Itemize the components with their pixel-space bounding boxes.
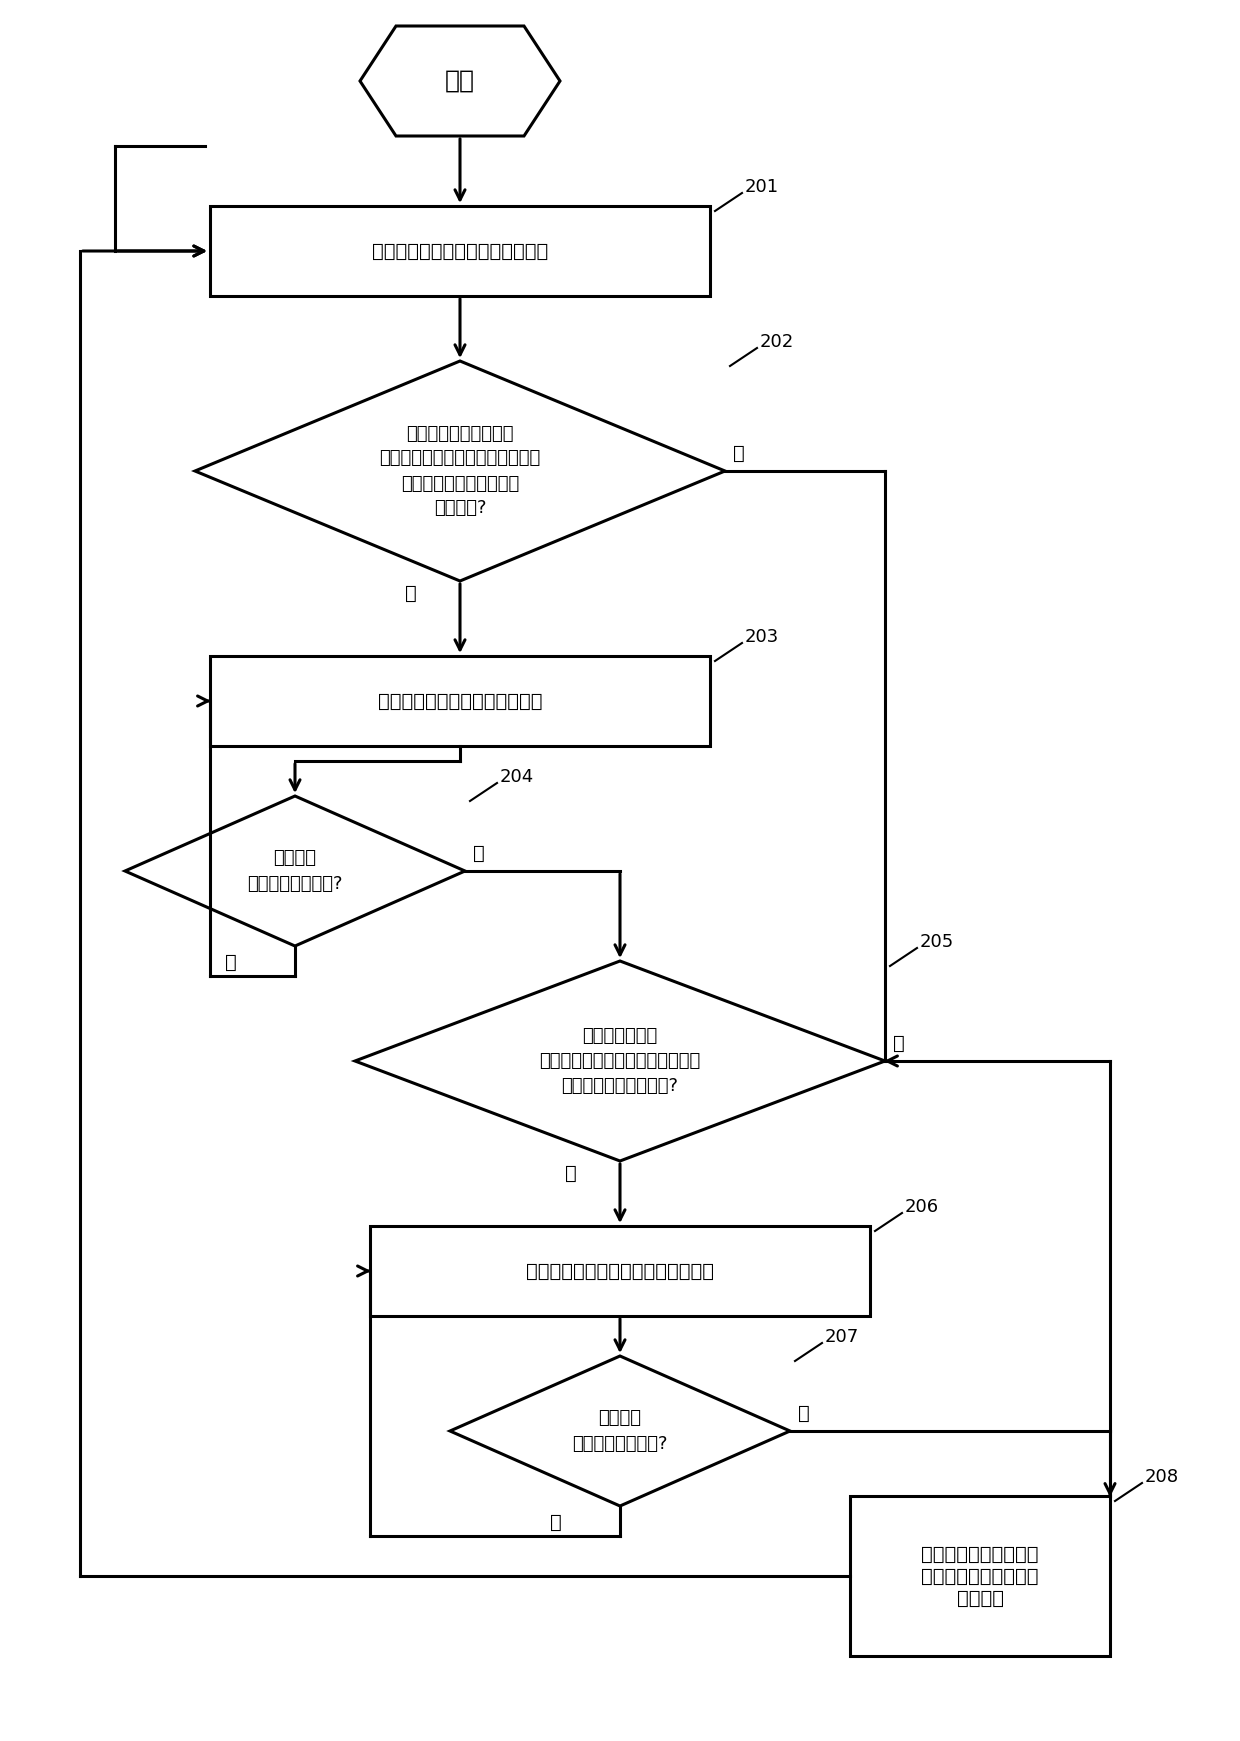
Text: 是: 是	[565, 1165, 577, 1182]
Text: 203: 203	[745, 629, 779, 646]
Text: 201: 201	[745, 178, 779, 197]
Text: 否: 否	[893, 1034, 905, 1053]
Text: 否: 否	[472, 844, 485, 864]
Bar	[210, 656, 711, 745]
Text: 207: 207	[825, 1328, 859, 1346]
Text: 根据当前温湿度值中的
当前湿度值调整空调的
运行模式: 根据当前温湿度值中的 当前湿度值调整空调的 运行模式	[921, 1544, 1039, 1607]
Text: 判断当前温度值
是否小于当前目标温湿度范围中温
度范围的温度小限制值?: 判断当前温度值 是否小于当前目标温湿度范围中温 度范围的温度小限制值?	[539, 1027, 701, 1095]
Text: 将空调调整到第一升温模式进行运行: 将空调调整到第一升温模式进行运行	[526, 1262, 714, 1280]
Text: 否: 否	[799, 1403, 810, 1422]
Text: 是: 是	[405, 583, 417, 602]
Text: 206: 206	[905, 1198, 939, 1215]
Text: 是: 是	[551, 1513, 562, 1532]
Text: 是: 是	[224, 952, 237, 971]
Text: 判断是否
到达设定采样时间?: 判断是否 到达设定采样时间?	[572, 1410, 668, 1452]
Text: 202: 202	[760, 333, 795, 352]
Text: 获取空调作用区域的当前温湿度值: 获取空调作用区域的当前温湿度值	[372, 242, 548, 261]
Bar	[210, 205, 711, 296]
Text: 判断当前温湿度值中的
当前温度值是否大于当前目标温湿
度范围中温度范围的温度
上限制值?: 判断当前温湿度值中的 当前温度值是否大于当前目标温湿 度范围中温度范围的温度 上…	[379, 425, 541, 517]
Text: 208: 208	[1145, 1468, 1179, 1487]
Text: 将空调调整到除湿模式进行运行: 将空调调整到除湿模式进行运行	[378, 691, 542, 710]
Text: 开始: 开始	[445, 70, 475, 92]
Text: 否: 否	[733, 444, 745, 463]
Text: 判断是否
到达设定采样时间?: 判断是否 到达设定采样时间?	[247, 850, 342, 893]
Text: 204: 204	[500, 768, 534, 785]
Bar	[849, 1496, 1110, 1656]
Bar	[370, 1226, 870, 1316]
Text: 205: 205	[920, 933, 955, 951]
